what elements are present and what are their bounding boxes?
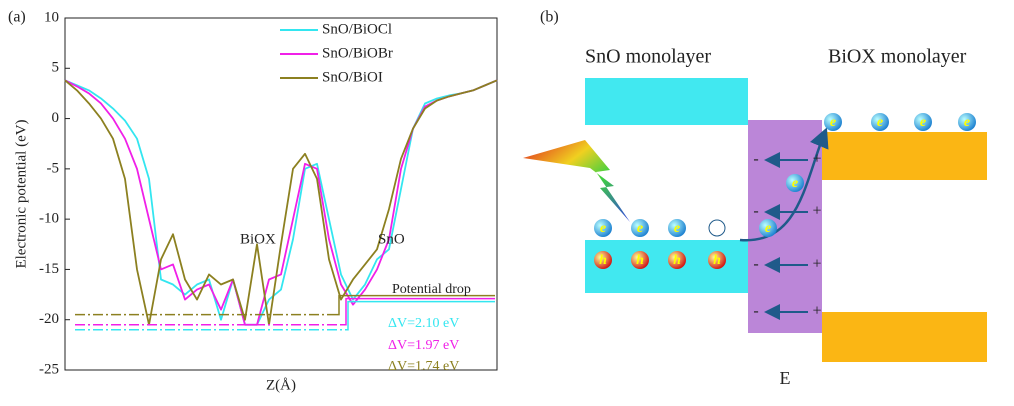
annotation: ΔV=1.97 eV xyxy=(388,338,459,353)
field-label: E xyxy=(780,368,791,388)
y-tick-label: -15 xyxy=(39,261,59,277)
hole-label: h xyxy=(599,253,607,268)
annotation: BiOX xyxy=(240,231,276,247)
annotation: Potential drop xyxy=(392,282,471,297)
left-title: SnO monolayer xyxy=(585,46,711,68)
y-tick-label: 0 xyxy=(52,110,60,126)
minus-sign: - xyxy=(753,303,758,320)
annotation: ΔV=2.10 eV xyxy=(388,316,459,331)
sno-vb xyxy=(585,240,748,293)
electron-label: e xyxy=(920,115,926,130)
legend-label: SnO/BiOBr xyxy=(322,45,393,61)
y-tick-label: -5 xyxy=(47,160,60,176)
plus-sign: + xyxy=(812,151,821,168)
y-tick-label: -20 xyxy=(39,311,59,327)
y-axis-label: Electronic potential (eV) xyxy=(13,119,29,268)
plus-sign: + xyxy=(812,203,821,220)
plus-sign: + xyxy=(812,256,821,273)
x-axis-label: Z(Å) xyxy=(266,377,296,393)
hole-label: h xyxy=(636,253,644,268)
interface xyxy=(748,120,822,333)
y-tick-label: -25 xyxy=(39,361,59,377)
annotation: SnO xyxy=(378,231,405,247)
empty-state xyxy=(709,220,725,236)
y-tick-label: 10 xyxy=(44,9,59,25)
biox-vb xyxy=(822,312,987,362)
hole-label: h xyxy=(673,253,681,268)
minus-sign: - xyxy=(753,151,758,168)
electron-label: e xyxy=(830,115,836,130)
electron-label: e xyxy=(765,221,771,236)
y-tick-label: 5 xyxy=(52,60,60,76)
minus-sign: - xyxy=(753,203,758,220)
diagram: (b) SnO monolayer BiOX monolayer E e e e e e… xyxy=(523,9,987,388)
y-tick-label: -10 xyxy=(39,211,59,227)
right-title: BiOX monolayer xyxy=(828,46,967,68)
sno-cb xyxy=(585,78,748,125)
electron-label: e xyxy=(674,221,680,236)
electron-label: e xyxy=(877,115,883,130)
electron-label: e xyxy=(964,115,970,130)
light xyxy=(523,140,630,222)
legend-label: SnO/BiOI xyxy=(322,69,383,85)
minus-sign: - xyxy=(753,256,758,273)
electron-label: e xyxy=(792,176,798,191)
annotation: ΔV=1.74 eV xyxy=(388,359,459,374)
panel-label: (a) xyxy=(8,9,26,26)
hole-label: h xyxy=(713,253,721,268)
electron-label: e xyxy=(637,221,643,236)
panel-label: (b) xyxy=(540,9,559,26)
biox-cb xyxy=(822,132,987,180)
figure: (a) Z(Å) Electronic potential (eV) (b) S… xyxy=(0,0,1014,401)
legend-label: SnO/BiOCl xyxy=(322,21,392,37)
plus-sign: + xyxy=(812,303,821,320)
electron-label: e xyxy=(600,221,606,236)
